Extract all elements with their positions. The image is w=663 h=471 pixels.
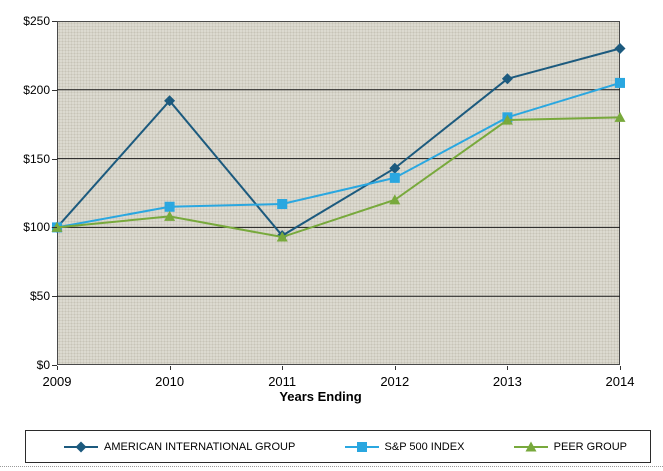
- x-axis-title: Years Ending: [279, 389, 362, 404]
- legend-label: S&P 500 INDEX: [384, 440, 465, 453]
- square-legend-marker-icon: [344, 441, 379, 452]
- x-axis-tick: [394, 366, 396, 370]
- x-axis-tick-label: 2010: [155, 374, 185, 389]
- legend-marker: [75, 441, 87, 452]
- legend-marker: [356, 441, 367, 452]
- y-axis-tick-label: $150: [23, 151, 50, 166]
- y-axis-tick: [52, 296, 57, 298]
- x-axis-tick-label: 2009: [42, 374, 72, 389]
- legend-entry: S&P 500 INDEX: [344, 440, 465, 453]
- legend: AMERICAN INTERNATIONAL GROUP S&P 500 INDE…: [25, 430, 651, 463]
- legend-marker: [525, 441, 537, 451]
- y-axis-tick: [52, 365, 57, 366]
- x-axis-tick: [620, 366, 621, 370]
- data-point-marker: [501, 73, 513, 85]
- plot-lines-svg: [51, 43, 626, 297]
- legend-entry: PEER GROUP: [513, 440, 627, 453]
- series-line: [56, 47, 621, 237]
- data-point-marker: [615, 77, 625, 88]
- x-axis-tick-label: 2014: [605, 374, 635, 389]
- data-point-marker: [614, 43, 626, 55]
- data-point-marker: [389, 194, 401, 205]
- data-point-marker: [51, 221, 63, 232]
- diamond-legend-marker-icon: [64, 441, 98, 452]
- data-point-marker: [164, 201, 175, 212]
- x-axis-tick-label: 2011: [268, 374, 297, 389]
- data-point-marker: [614, 111, 626, 122]
- x-axis-tick: [57, 366, 58, 370]
- x-axis-tick: [282, 366, 284, 370]
- bottom-divider: [0, 466, 663, 467]
- y-axis-tick: [52, 158, 57, 160]
- series-line: [56, 116, 621, 239]
- y-axis-tick: [52, 227, 57, 229]
- legend-entry: AMERICAN INTERNATIONAL GROUP: [64, 441, 295, 453]
- y-axis-tick-label: $250: [23, 14, 50, 28]
- y-axis-tick: [52, 89, 57, 91]
- x-axis-tick: [507, 366, 509, 370]
- y-axis-tick-label: $200: [23, 82, 50, 97]
- legend-label: PEER GROUP: [553, 440, 627, 453]
- y-axis-tick-label: $100: [23, 220, 50, 235]
- data-point-marker: [389, 162, 401, 174]
- y-axis-tick-label: $0: [36, 358, 50, 372]
- plot-area: [51, 21, 626, 365]
- x-axis-tick-label: 2013: [492, 374, 522, 389]
- data-point-marker: [164, 210, 176, 221]
- x-axis-tick: [169, 366, 171, 370]
- series-line: [56, 81, 621, 229]
- y-axis-tick-label: $50: [29, 289, 50, 304]
- legend-label: AMERICAN INTERNATIONAL GROUP: [104, 440, 296, 453]
- triangle-legend-marker-icon: [513, 441, 548, 451]
- x-axis-tick-label: 2012: [380, 374, 410, 389]
- data-point-marker: [501, 114, 513, 125]
- data-point-marker: [389, 172, 400, 183]
- data-point-marker: [276, 231, 288, 242]
- data-point-marker: [164, 95, 176, 107]
- data-point-marker: [277, 199, 288, 210]
- y-axis-tick: [52, 21, 57, 22]
